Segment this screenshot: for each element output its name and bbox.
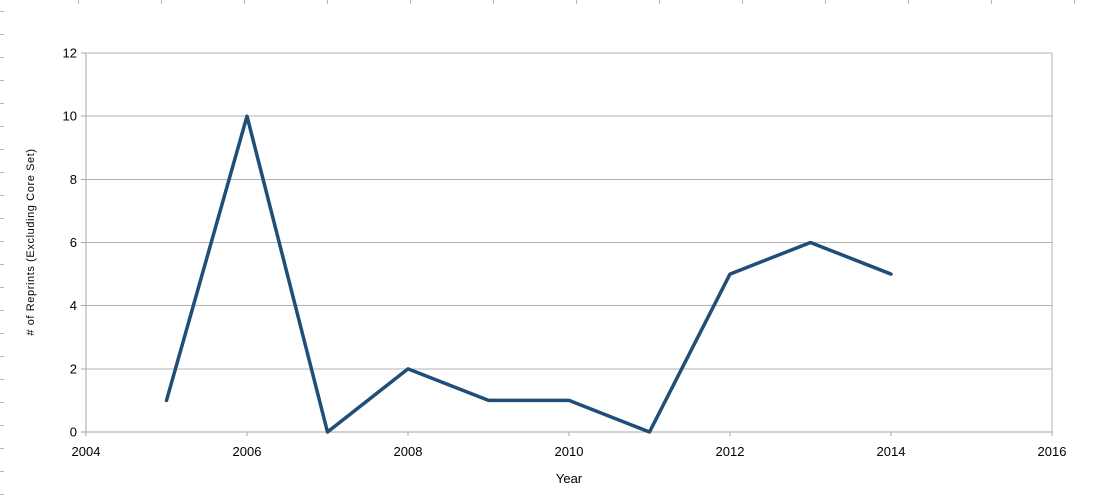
top-edge-ticks bbox=[0, 0, 1106, 4]
y-tick-label: 4 bbox=[70, 298, 77, 313]
series-line bbox=[164, 114, 893, 434]
x-tick-label: 2004 bbox=[72, 444, 101, 459]
y-tick-label: 8 bbox=[70, 172, 77, 187]
left-edge-ticks bbox=[0, 0, 4, 500]
x-tick-label: 2014 bbox=[877, 444, 906, 459]
y-axis-title: # of Reprints (Excluding Core Set) bbox=[25, 148, 37, 336]
x-tick-label: 2016 bbox=[1038, 444, 1067, 459]
x-tick-label: 2010 bbox=[555, 444, 584, 459]
x-axis-title: Year bbox=[555, 471, 583, 486]
x-tick-label: 2008 bbox=[394, 444, 423, 459]
x-tick-label: 2012 bbox=[716, 444, 745, 459]
x-tick-label: 2006 bbox=[233, 444, 262, 459]
y-tick-label: 6 bbox=[70, 235, 77, 250]
y-tick-label: 12 bbox=[63, 46, 77, 61]
y-tick-label: 2 bbox=[70, 361, 77, 376]
y-tick-label: 0 bbox=[70, 425, 77, 440]
y-tick-label: 10 bbox=[63, 109, 77, 124]
